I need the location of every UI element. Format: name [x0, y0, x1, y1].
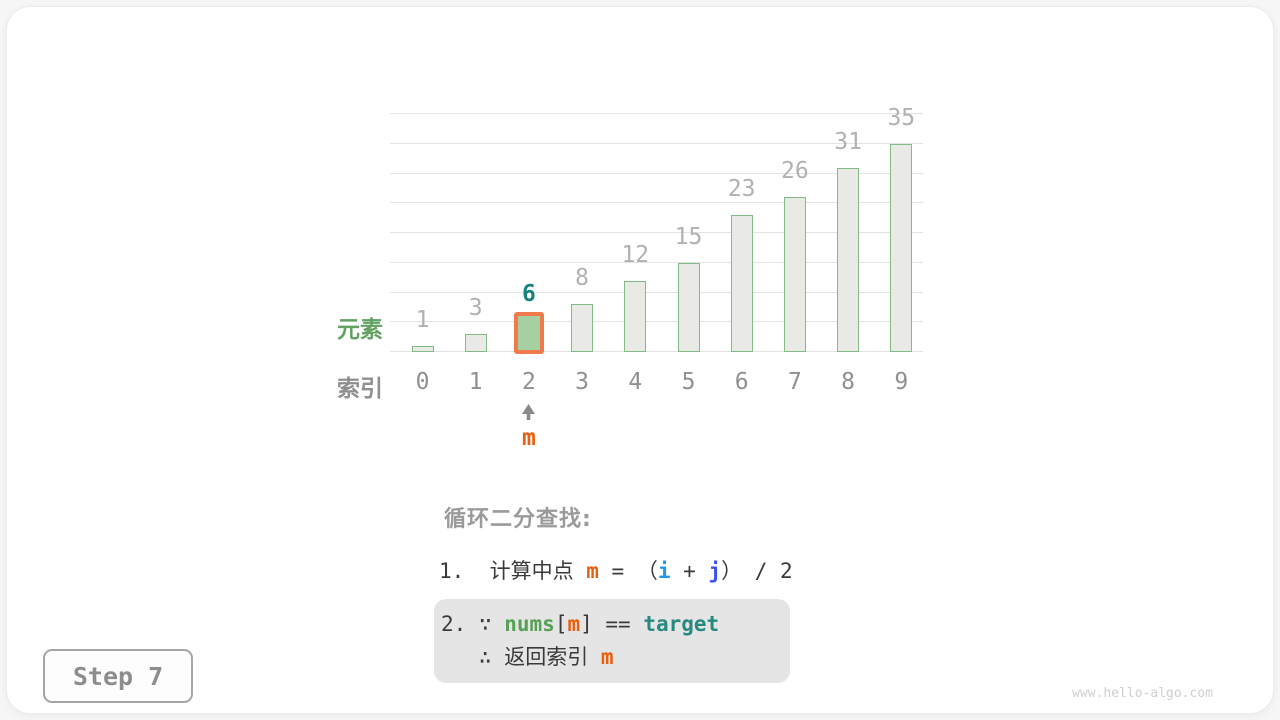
bar-value-label: 31: [834, 128, 862, 155]
token: （: [636, 559, 658, 583]
token: j: [708, 559, 722, 583]
token: =: [598, 559, 637, 583]
annotation-step-1: 1. 计算中点 m = （i + j） / 2: [439, 556, 793, 586]
bar: [464, 334, 487, 352]
bar-highlighted: [513, 312, 544, 354]
bar-value-label: 12: [621, 241, 650, 268]
index-row: 0 1 2 3 4 5 6 7 8 9: [390, 369, 923, 395]
x-axis-label: 索引: [337, 376, 383, 402]
gridline: [390, 321, 923, 323]
token: 1. 计算中点: [439, 559, 587, 583]
token: ） / 2: [721, 559, 793, 583]
bar-value-label: 26: [781, 158, 809, 185]
bar-value-label: 8: [575, 265, 590, 292]
token: m: [586, 559, 599, 583]
index-label: 6: [734, 369, 749, 395]
gridline: [390, 261, 923, 263]
token: [: [554, 612, 568, 636]
gridline: [390, 172, 923, 174]
index-label: 9: [894, 369, 909, 395]
token: target: [643, 612, 720, 636]
annotation-step-2-line-1: 2. ∵ nums[m] == target: [441, 608, 790, 641]
gridline: [390, 291, 923, 293]
token: m: [600, 645, 614, 669]
bar-value-label: 23: [727, 176, 756, 203]
step-badge: Step 7: [43, 649, 193, 703]
token: ] ==: [580, 612, 644, 636]
bar: [677, 262, 700, 352]
annotation-heading: 循环二分查找:: [444, 507, 592, 532]
pointer-label: m: [521, 425, 536, 451]
bar-value-label: 35: [887, 104, 916, 131]
bar: [837, 167, 860, 352]
index-label: 4: [628, 369, 643, 395]
index-label: 8: [841, 369, 856, 395]
token: ∴ 返回索引: [441, 645, 601, 669]
pointer-arrow-icon: [522, 404, 536, 420]
bar-value-label: 3: [468, 295, 483, 322]
index-label: 2: [521, 369, 536, 395]
bar: [624, 280, 647, 352]
bar: [783, 197, 806, 352]
annotation-step-2-box: 2. ∵ nums[m] == target ∴ 返回索引 m: [434, 599, 790, 683]
token: ∵: [478, 612, 505, 636]
bar: [730, 215, 753, 352]
bar: [571, 304, 594, 352]
token: +: [670, 559, 709, 583]
bar: [411, 346, 434, 352]
gridline: [390, 232, 923, 233]
index-label: 7: [787, 369, 802, 395]
bar-value-label: 6: [521, 281, 536, 308]
y-axis-label: 元素: [337, 317, 383, 343]
bar-value-label: 15: [674, 223, 703, 250]
plot-area: 1 3 6 8 12 15 23 26 31 35: [390, 105, 923, 354]
token: 2.: [441, 612, 479, 636]
token: m: [567, 612, 581, 636]
gridline: [390, 142, 923, 144]
gridline: [390, 202, 923, 204]
gridline: [390, 113, 923, 114]
index-label: 5: [681, 369, 696, 395]
bar-value-label: 1: [415, 307, 430, 334]
bar: [890, 143, 913, 352]
index-label: 1: [468, 369, 483, 395]
token: nums: [504, 612, 555, 636]
watermark: www.hello-algo.com: [1072, 686, 1213, 701]
index-label: 0: [415, 369, 430, 395]
axis-baseline: [390, 351, 923, 352]
token: i: [657, 559, 671, 583]
index-label: 3: [575, 369, 590, 395]
annotation-step-2-line-2: ∴ 返回索引 m: [441, 641, 790, 674]
